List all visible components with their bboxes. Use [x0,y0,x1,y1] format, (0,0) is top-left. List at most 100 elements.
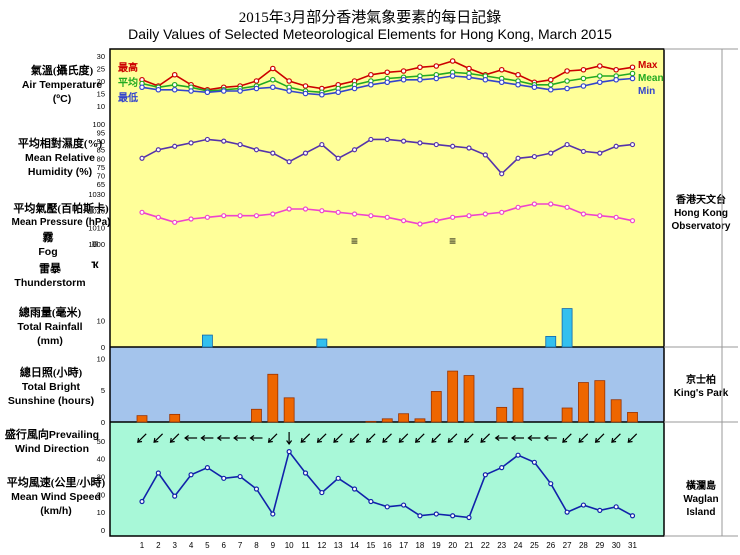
x-tick-label: 7 [238,541,243,550]
x-tick-label: 26 [546,541,555,550]
max-temp-point [368,71,374,78]
y-tick-label: 1000 [88,240,105,249]
pressure-point [450,214,456,220]
min-temp-point [286,88,292,94]
wind-direction-arrow [398,433,409,443]
wind-direction-arrowhead [249,435,255,441]
x-tick-label: 3 [172,541,177,550]
min-temp-point [253,85,260,92]
humidity-point [286,159,292,165]
max-temp-point [433,63,440,69]
wind-direction-arrowhead [184,435,189,441]
sunshine-bar [136,415,148,423]
pressure-point [253,213,260,219]
wind-direction-arrowhead [527,435,533,441]
humidity-point [221,138,227,144]
y-tick-label: 1020 [88,207,105,216]
mean-temp-point [596,73,603,79]
wind-direction-arrow [349,433,360,443]
min-temp-point [368,81,374,88]
pressure-point [499,209,505,215]
pressure-point [368,213,374,219]
humidity-point [204,136,210,143]
y-tick-label: 10 [97,508,105,517]
pressure-point [286,206,292,212]
humidity-point [302,150,309,156]
max-temp-point [466,65,472,72]
max-temp-point [253,78,260,84]
max-temp-point [449,58,456,64]
min-temp-point [319,91,325,98]
humidity-point [417,140,423,146]
wind-direction-arrowhead [169,437,175,443]
pressure-point [204,214,210,220]
wind-direction-arrowhead [611,437,617,443]
wind-direction-arrow [382,433,392,443]
wind-direction-arrowhead [431,437,437,443]
y-tick-label: 70 [97,171,105,180]
chart-title: Daily Values of Selected Meteorological … [128,26,612,42]
y-tick-label: 20 [97,77,105,86]
y-tick-label: 1010 [88,223,105,232]
mean-temp-point [171,81,178,88]
x-tick-label: 25 [530,541,539,550]
pressure-point [417,221,423,227]
y-tick-label: 100 [92,120,105,129]
pressure-point [188,216,194,222]
wind-direction-arrow [562,433,572,443]
y-tick-label: 1030 [88,190,105,199]
max-temp-point [286,78,292,84]
wind-speed-point [450,513,456,519]
wind-direction-arrow [333,433,343,443]
wind-speed-point [499,465,505,471]
x-tick-label: 22 [481,541,490,550]
wind-speed-point [172,493,178,499]
humidity-point [237,141,243,148]
max-temp-point [384,69,391,76]
wind-speed-point [319,489,325,496]
wind-direction-arrowhead [216,435,222,441]
y-tick-label: 85 [97,146,105,155]
thunderstorm-label: 雷暴 Thunderstorm [14,263,86,289]
x-tick-label: 5 [205,541,210,550]
min-temp-point [237,88,243,94]
min-temp-point [139,84,145,91]
mean-temp-point [269,76,276,83]
wind-direction-arrowhead [447,437,453,443]
x-tick-label: 21 [465,541,474,550]
pressure-label: 平均氣壓(百帕斯卡) Mean Pressure (hPa) [11,203,111,228]
x-tick-label: 1 [140,541,145,550]
wind-speed-point [564,509,570,515]
humidity-point [629,141,636,148]
wind-direction-arrow [268,433,278,443]
sunshine-bar [251,408,262,423]
wind-direction-arrowhead [578,437,584,443]
wind-speed-point [597,507,603,513]
pressure-point [482,211,488,217]
min-temp-point [384,79,391,86]
humidity-point [139,155,145,161]
rain-bar [545,335,557,348]
wind-speed-point [335,475,341,481]
x-tick-label: 19 [432,541,441,550]
pressure-point [466,213,472,219]
wind-direction-arrowhead [464,437,470,443]
pressure-point [433,218,439,224]
x-tick-label: 31 [628,541,637,550]
min-temp-point [531,84,538,91]
humidity-point [270,150,276,156]
sunshine-bar [463,375,475,423]
max-temp-point [580,66,587,73]
y-tick-label: 65 [97,180,105,189]
humidity-point [319,141,325,148]
wind-direction-arrow [464,433,474,443]
y-tick-label: 25 [97,65,105,74]
min-temp-point [171,86,178,93]
pressure-point [401,218,407,224]
sunshine-bar [512,387,524,423]
x-tick-label: 4 [189,541,194,550]
y-tick-label: 10 [97,317,105,326]
humidity-point [351,147,358,153]
fog-mark: ≡ [449,234,456,248]
